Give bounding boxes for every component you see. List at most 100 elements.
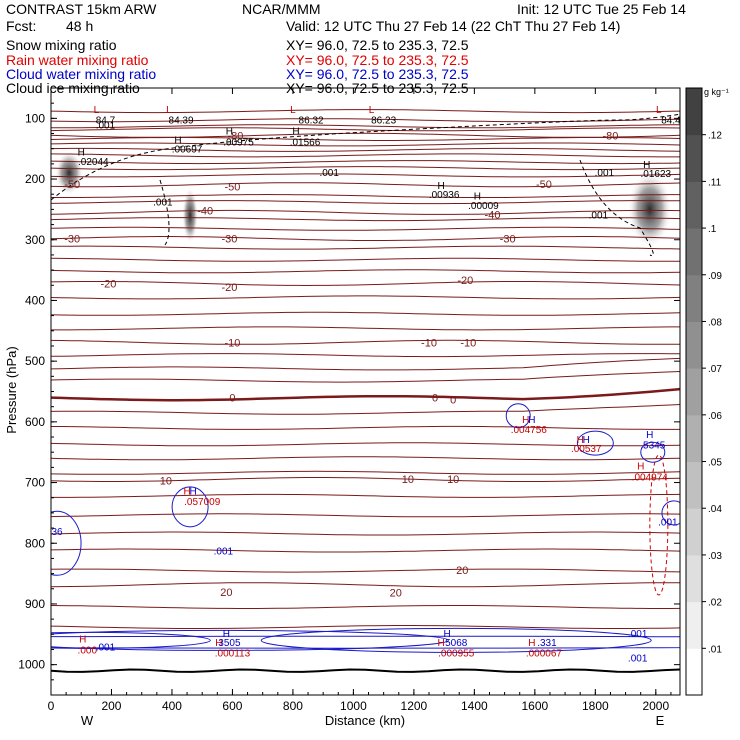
isotherm-line [51,371,680,383]
extremum-label: .331 [537,638,557,649]
ice-contour [579,159,654,257]
shading-blob [627,171,672,248]
isotherm-line [51,127,680,132]
x-end-label-west: W [81,713,94,728]
x-tick-label: 1000 [340,699,367,713]
cloud-water-contour [505,403,531,429]
cloud-water-contour [260,627,652,653]
extremum-label: .001 [658,517,678,528]
isotherm-label: 0 [450,394,456,406]
extremum-label: .5345 [640,440,665,451]
field-2-name: Cloud water mixing ratio [6,66,157,82]
extremum-label: .001 [319,168,339,179]
isotherm-line--10 [51,339,680,345]
extremum-label: H [637,462,644,473]
cloud-water-contour [51,631,211,649]
extremum-label: .057009 [184,497,221,508]
field-2-xy: XY= 96.0, 72.5 to 235.3, 72.5 [286,66,469,82]
colorbar-tick-label: .11 [708,177,722,188]
isotherm-label: -40 [197,206,213,218]
extremum-label: H [474,191,481,202]
isotherm-label: 20 [220,587,232,599]
extremum-label: H [79,635,86,646]
y-tick-label: 600 [25,415,45,429]
x-tick-label: 1600 [521,699,548,713]
x-tick-label: 1200 [401,699,428,713]
isotherm-label: -80 [228,130,244,142]
extremum-label: .000 [78,645,98,656]
isotherm-label: -50 [224,181,240,193]
extremum-label: L [290,105,296,116]
ice-contour [159,179,170,246]
center-title: NCAR/MMM [242,1,321,17]
shading-blob [182,187,199,244]
extremum-label: .02044 [78,157,109,168]
extremum-label: 84.4 [661,116,681,127]
extremum-label: .001 [589,210,609,221]
extremum-label: H [444,629,451,640]
surface-line [51,668,680,673]
cloud-water-contour [51,510,82,576]
isotherm-line [51,513,680,518]
y-tick-label: 300 [25,233,45,247]
isotherm-label: 0 [432,393,438,405]
init-time: Init: 12 UTC Tue 25 Feb 14 [517,1,686,17]
x-tick-label: 600 [222,699,242,713]
isotherm-line [51,326,680,331]
isotherm-line [51,531,680,536]
fcst-value: 48 h [66,18,94,34]
extremum-label: L [369,105,375,116]
y-tick-label: 1000 [18,658,45,672]
isotherm-line [51,160,680,165]
colorbar-swatch [686,321,702,369]
colorbar-swatch [686,274,702,322]
isotherm-line [51,353,680,358]
colorbar-tick-label: .06 [708,411,722,422]
extremum-label: 86.23 [371,116,396,127]
extremum-label: 84.39 [169,116,194,127]
colorbar-tick-label: .1 [708,224,717,235]
extremum-label: H [78,148,85,159]
extremum-label: .001 [595,168,615,179]
isotherm-label: -40 [485,209,501,221]
extremum-label: 5068 [445,638,468,649]
colorbar-tick-label: .09 [708,271,722,282]
isotherm-line [51,568,680,573]
extremum-label: L [656,105,662,116]
isotherm-line [51,257,680,262]
extremum-label: 3505 [218,638,241,649]
field-1-xy: XY= 96.0, 72.5 to 235.3, 72.5 [286,52,469,68]
colorbar-unit: g kg⁻¹ [704,87,729,97]
colorbar-swatch [686,601,702,649]
isotherm-line-10 [51,477,680,482]
isotherm-line [51,548,680,553]
extremum-label: H [528,638,535,649]
cloud-water-contour [576,430,614,456]
y-tick-label: 200 [25,172,45,186]
isotherm-label: -20 [101,278,117,290]
field-0-name: Snow mixing ratio [6,37,117,53]
extremum-label: .000067 [526,649,563,660]
fcst-label: Fcst: [6,18,37,34]
colorbar-swatch [686,88,702,136]
y-tick-label: 700 [25,476,45,490]
isotherm-line [51,357,680,371]
isotherm-line [51,124,680,129]
plot-frame [50,87,681,696]
isotherm-label: -80 [602,130,618,142]
extremum-label: .000113 [215,649,251,660]
extremum-label: H [437,638,444,649]
y-tick-label: 400 [25,293,45,307]
extremum-label: .001 [96,120,116,131]
x-tick-label: 1400 [461,699,488,713]
colorbar-tick-label: .03 [708,551,722,562]
isotherm-line-20 [51,582,680,588]
colorbar-tick-label: .12 [708,131,722,142]
isotherm-line [51,173,680,178]
extremum-label: .01623 [641,169,672,180]
cloud-water-contour [661,500,680,526]
colorbar-swatch [686,461,702,509]
x-tick-label: 2000 [642,699,669,713]
isotherm-line [51,625,680,629]
